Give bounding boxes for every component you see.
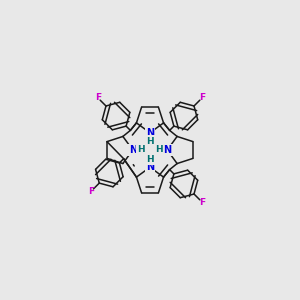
Text: F: F [88, 187, 94, 196]
Text: F: F [95, 93, 101, 102]
Text: N: N [129, 145, 137, 155]
Text: H: H [137, 146, 145, 154]
Text: N: N [146, 162, 154, 172]
Text: N: N [146, 128, 154, 138]
Text: H: H [146, 154, 154, 164]
Text: F: F [199, 93, 205, 102]
Text: H: H [155, 146, 163, 154]
Text: N: N [163, 145, 171, 155]
Text: F: F [199, 198, 205, 207]
Text: H: H [146, 136, 154, 146]
